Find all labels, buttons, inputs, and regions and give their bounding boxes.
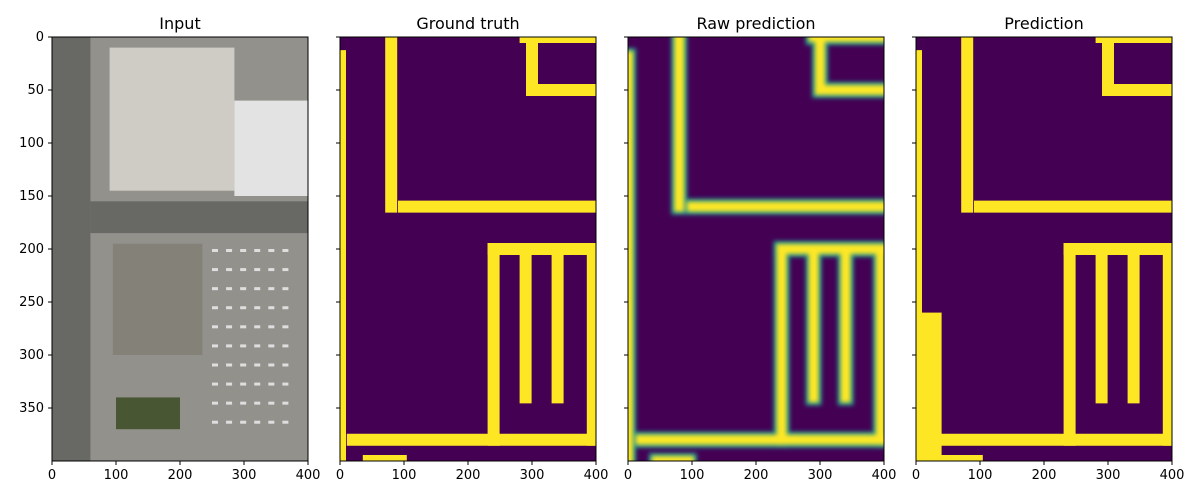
y-tick-label: 150	[19, 189, 44, 204]
x-tick-label: 400	[872, 468, 897, 483]
aerial-texture	[52, 37, 308, 461]
panel-title: Raw prediction	[696, 14, 815, 33]
y-tick-label: 300	[19, 348, 44, 363]
y-tick-label: 250	[19, 295, 44, 310]
x-tick-label: 100	[680, 468, 705, 483]
x-tick-label: 400	[584, 468, 609, 483]
x-axis: 0 100 200 300 400	[336, 461, 609, 483]
panel-raw-prediction: Raw prediction 0 100 200 300 400	[624, 14, 897, 483]
y-tick-label: 200	[19, 242, 44, 257]
x-tick-label: 0	[624, 468, 632, 483]
y-tick-label: 100	[19, 136, 44, 151]
x-tick-label: 0	[336, 468, 344, 483]
y-axis	[336, 36, 340, 409]
x-axis: 0 100 200 300 400	[624, 461, 897, 483]
x-tick-label: 100	[104, 468, 129, 483]
road-blob	[916, 312, 942, 461]
y-tick-label: 0	[36, 30, 44, 45]
x-tick-label: 200	[744, 468, 769, 483]
panel-input: Input 0 100 200 300 400 0 50 100 150 200 250 300 35…	[19, 14, 321, 483]
panel-title: Prediction	[1004, 14, 1083, 33]
y-axis	[912, 36, 916, 409]
aerial-image	[52, 37, 308, 461]
x-tick-label: 200	[456, 468, 481, 483]
x-tick-label: 400	[296, 468, 321, 483]
y-axis	[624, 36, 628, 409]
x-tick-label: 300	[520, 468, 545, 483]
y-axis: 0 50 100 150 200 250 300 350	[19, 30, 52, 416]
road-lines	[628, 37, 884, 461]
x-tick-label: 300	[808, 468, 833, 483]
y-tick-label: 50	[27, 83, 44, 98]
x-axis: 0 100 200 300 400	[48, 461, 321, 483]
ground-truth-mask	[340, 37, 596, 461]
road-lines	[916, 37, 1172, 461]
y-tick-label: 350	[19, 401, 44, 416]
x-axis: 0 100 200 300 400	[912, 461, 1185, 483]
road-core	[628, 37, 884, 461]
raw-prediction-map	[628, 37, 884, 461]
x-tick-label: 100	[392, 468, 417, 483]
x-tick-label: 400	[1160, 468, 1185, 483]
road-lines	[340, 37, 596, 461]
x-tick-label: 300	[232, 468, 257, 483]
panel-ground-truth: Ground truth 0 100 200 300 400	[336, 14, 609, 483]
prediction-mask	[916, 37, 1172, 461]
panel-title: Ground truth	[416, 14, 519, 33]
panel-title: Input	[159, 14, 200, 33]
x-tick-label: 300	[1096, 468, 1121, 483]
x-tick-label: 0	[912, 468, 920, 483]
x-tick-label: 0	[48, 468, 56, 483]
x-tick-label: 100	[968, 468, 993, 483]
panel-prediction: Prediction 0 100 200 300 400	[912, 14, 1185, 483]
x-tick-label: 200	[168, 468, 193, 483]
x-tick-label: 200	[1032, 468, 1057, 483]
